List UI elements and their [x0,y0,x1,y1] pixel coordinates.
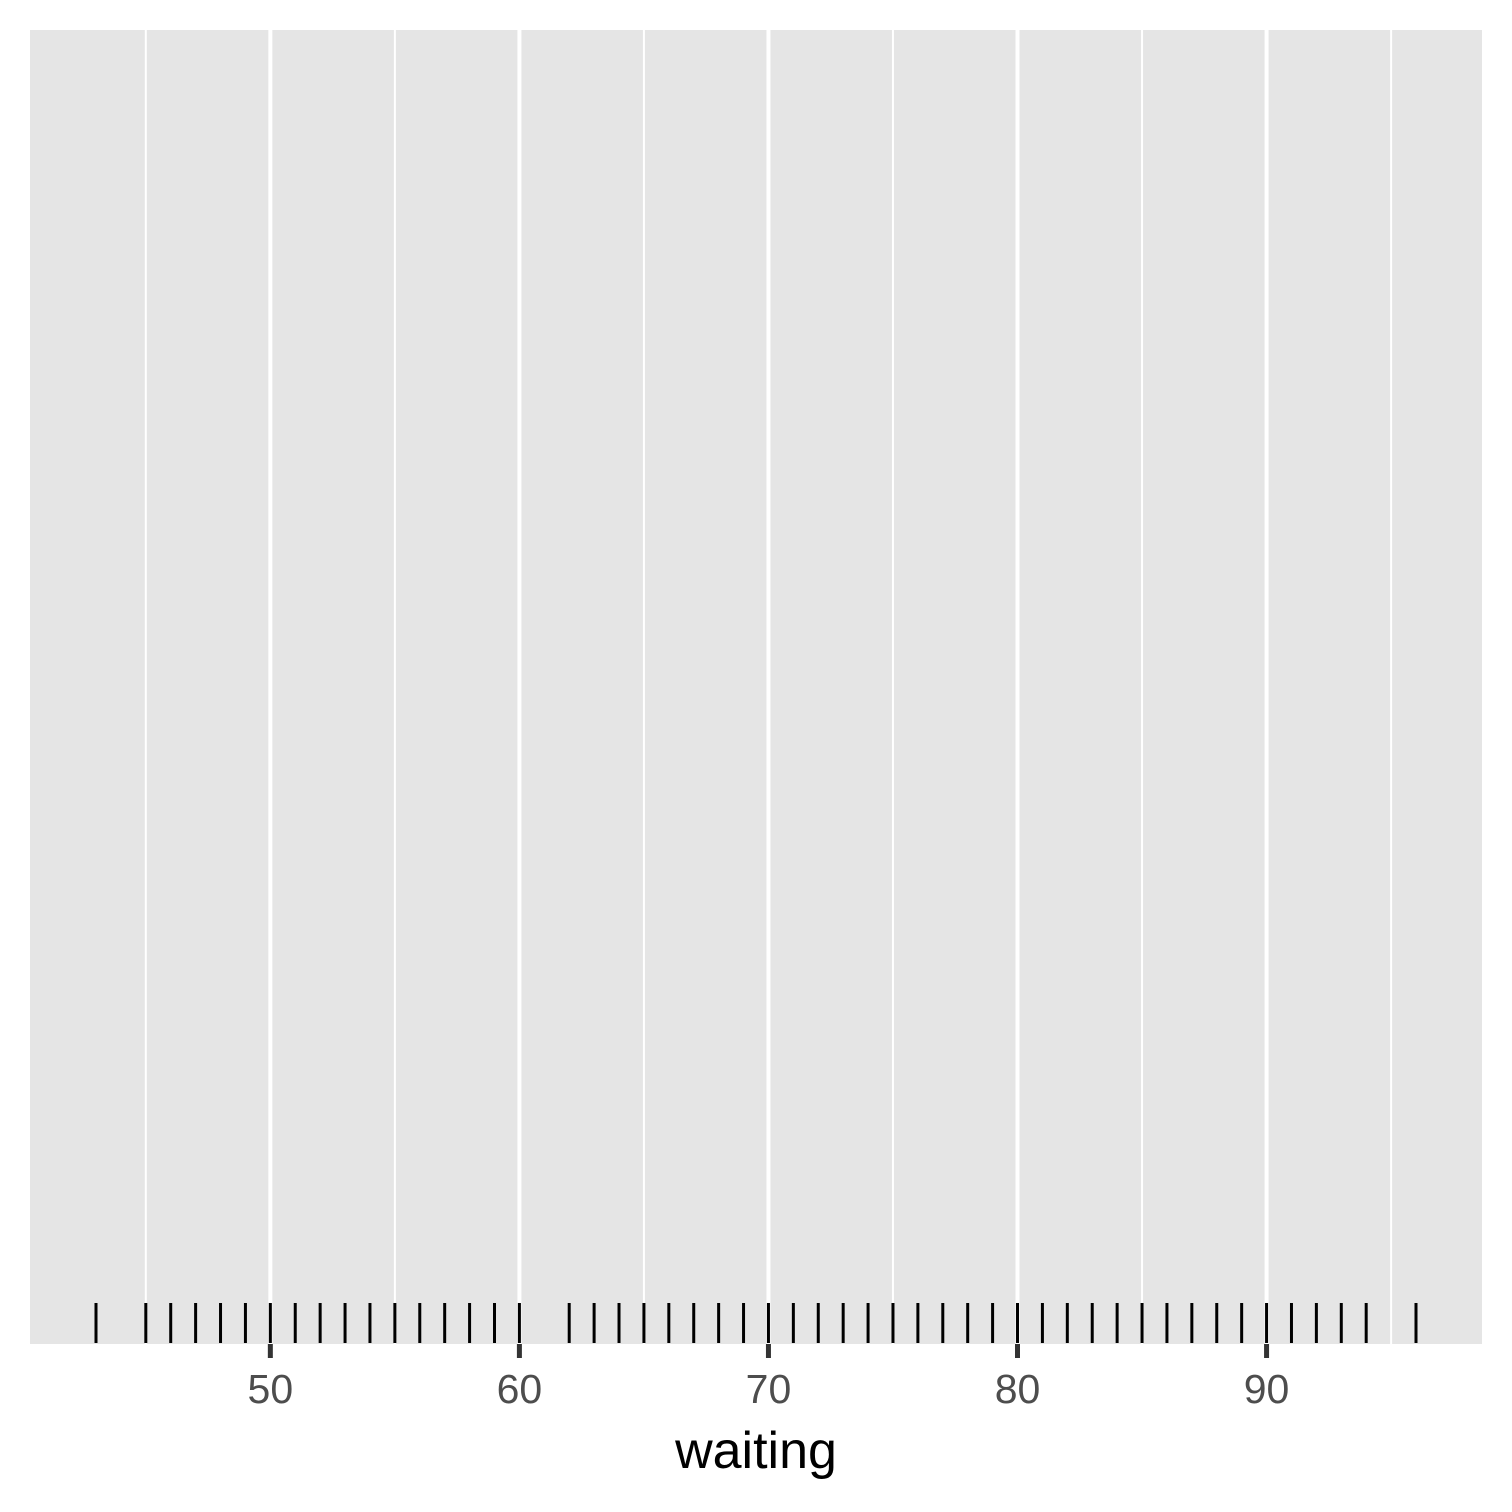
x-tick-label: 50 [248,1366,294,1412]
x-tick-label: 80 [995,1366,1041,1412]
x-tick-label: 60 [497,1366,543,1412]
minor-gridlines [144,30,1393,1344]
rug-marks [94,1303,1418,1343]
major-gridlines [268,30,1269,1344]
x-axis-title: waiting [674,1422,837,1480]
x-tick-label: 90 [1244,1366,1290,1412]
x-axis-ticks [267,1344,1270,1358]
x-axis-tick-labels: 50 60 70 80 90 [248,1366,1290,1412]
plot-panel [30,30,1482,1344]
x-tick-label: 70 [746,1366,792,1412]
